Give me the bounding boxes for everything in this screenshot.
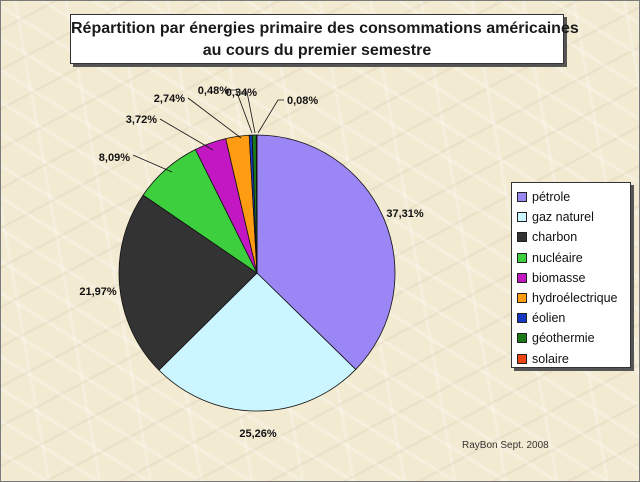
pie-leader-line (229, 89, 253, 134)
pie-leader-lines (132, 89, 284, 173)
chart-legend: pétrole gaz naturel charbon nucléaire biomas… (511, 182, 631, 368)
chart-title-line-1: Répartition par énergies primaire des co… (71, 20, 579, 37)
legend-label: biomasse (532, 270, 586, 285)
legend-item: nucléaire (517, 248, 630, 268)
pie-value-label: 25,26% (239, 428, 277, 440)
legend-swatch (517, 333, 527, 344)
chart-credit: RayBon Sept. 2008 (462, 440, 549, 451)
legend-swatch (517, 252, 527, 263)
legend-swatch (517, 353, 527, 364)
legend-item: éolien (517, 308, 630, 328)
legend-label: gaz naturel (532, 210, 594, 225)
chart-title-line-2: au cours du premier semestre (202, 42, 432, 59)
pie-value-label: 0,34% (226, 87, 257, 99)
legend-item: pétrole (517, 187, 630, 207)
legend-swatch (517, 232, 527, 243)
legend-swatch (517, 313, 527, 324)
legend-label: géothermie (532, 331, 595, 346)
legend-item: gaz naturel (517, 207, 630, 227)
legend-label: charbon (532, 230, 578, 245)
pie-leader-line (132, 154, 173, 173)
legend-swatch (517, 212, 527, 223)
pie-value-label: 21,97% (79, 286, 117, 298)
pie-value-label: 8,09% (99, 152, 130, 164)
pie-leader-line (257, 99, 284, 134)
pie-slice-solaire (255, 134, 258, 274)
legend-item: solaire (517, 349, 630, 369)
pie-value-label: 0,48% (198, 85, 229, 97)
chart-title: Répartition par énergies primaire des co… (70, 14, 579, 64)
pie-slices (118, 134, 396, 412)
pie-value-label: 0,08% (287, 95, 318, 107)
legend-swatch (517, 192, 527, 203)
legend-item: hydroélectrique (517, 288, 630, 308)
pie-value-label: 3,72% (126, 114, 157, 126)
pie-leader-line (159, 118, 214, 151)
pie-value-label: 37,31% (386, 208, 424, 220)
pie-slice-gaz naturel (158, 272, 357, 412)
pie-value-label: 2,74% (154, 93, 185, 105)
pie-leader-line (240, 91, 256, 134)
pie-slice-petrole (256, 134, 396, 370)
legend-swatch (517, 272, 527, 283)
legend-label: pétrole (532, 190, 571, 205)
legend-label: nucléaire (532, 250, 583, 265)
legend-swatch (517, 293, 527, 304)
pie-value-labels: 37,31%25,26%21,97%8,09%3,72%2,74% 0,34%0,… (79, 85, 424, 440)
legend-item: géothermie (517, 328, 630, 348)
legend-label: éolien (532, 311, 566, 326)
legend-item: charbon (517, 227, 630, 247)
pie-slice-charbon (118, 194, 258, 371)
legend-item: biomasse (517, 268, 630, 288)
legend-label: solaire (532, 351, 569, 366)
legend-label: hydroélectrique (532, 291, 618, 306)
pie-leader-line (187, 97, 242, 139)
